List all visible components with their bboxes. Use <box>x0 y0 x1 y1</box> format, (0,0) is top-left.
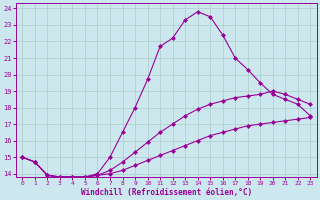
X-axis label: Windchill (Refroidissement éolien,°C): Windchill (Refroidissement éolien,°C) <box>81 188 252 197</box>
